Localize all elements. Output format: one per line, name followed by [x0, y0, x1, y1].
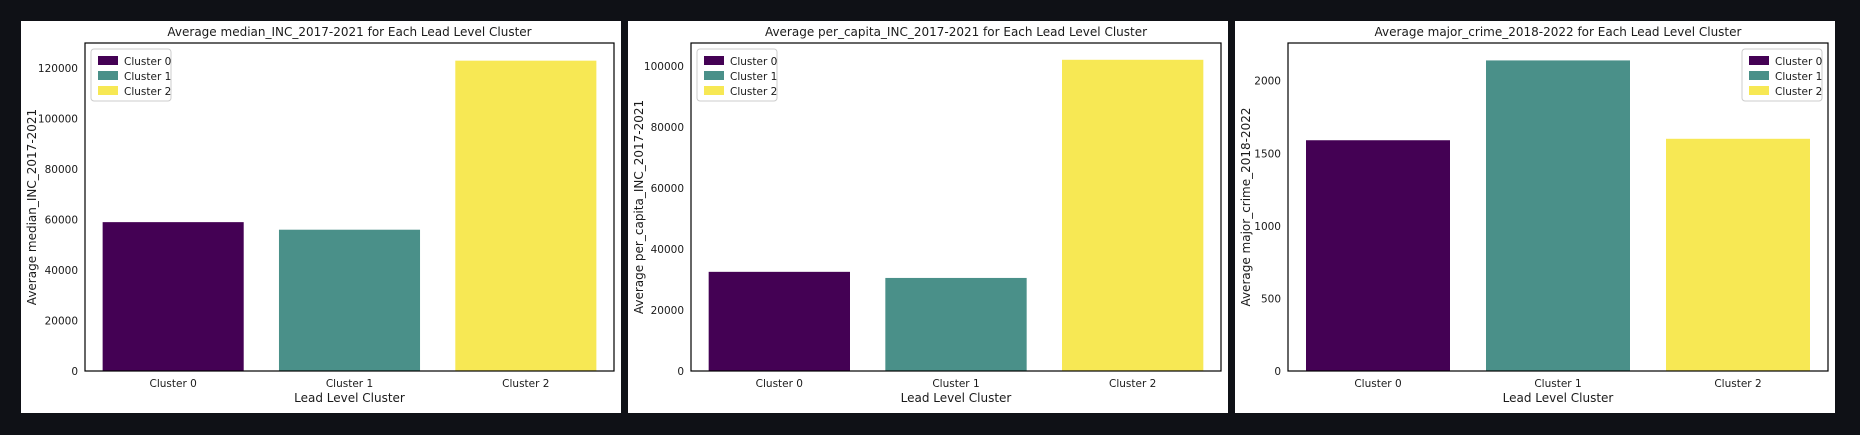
- legend-swatch: [1749, 86, 1769, 95]
- legend: Cluster 0 Cluster 1 Cluster 2: [696, 48, 778, 102]
- bar-cluster-2: [1062, 59, 1204, 371]
- y-axis-label: Average major_crime_2018-2022: [1239, 107, 1253, 306]
- y-tick-label: 40000: [651, 244, 684, 256]
- bar-cluster-0: [1306, 140, 1450, 371]
- x-tick-label: Cluster 1: [1534, 378, 1581, 390]
- legend: Cluster 0 Cluster 1 Cluster 2: [90, 48, 172, 102]
- x-axis-label: Lead Level Cluster: [294, 391, 405, 405]
- y-tick-label: 0: [71, 366, 78, 378]
- legend-entry: Cluster 0: [124, 56, 171, 68]
- bar-cluster-1: [278, 229, 421, 371]
- x-tick-label: Cluster 0: [150, 378, 197, 390]
- legend-entry: Cluster 2: [730, 86, 777, 98]
- x-tick-label: Cluster 0: [1354, 378, 1401, 390]
- legend-swatch: [98, 86, 118, 95]
- axes-frame: [690, 42, 1222, 372]
- x-tick-label: Cluster 2: [1714, 378, 1761, 390]
- x-axis-label: Lead Level Cluster: [901, 391, 1012, 405]
- y-axis-label: Average median_INC_2017-2021: [25, 109, 39, 305]
- y-tick-label: 20000: [45, 316, 78, 328]
- chart-title: Average median_INC_2017-2021 for Each Le…: [167, 25, 531, 39]
- chart-panel-0: Average median_INC_2017-2021 for Each Le…: [21, 21, 621, 413]
- legend-swatch: [98, 56, 118, 65]
- legend-swatch: [704, 86, 724, 95]
- legend-entry: Cluster 1: [730, 71, 777, 83]
- y-tick-label: 0: [677, 366, 684, 378]
- chart-panel-2: Average major_crime_2018-2022 for Each L…: [1235, 21, 1835, 413]
- bar-cluster-1: [1486, 60, 1630, 372]
- legend-entry: Cluster 1: [124, 71, 171, 83]
- y-tick-label: 2000: [1254, 76, 1281, 88]
- y-tick-label: 100000: [644, 61, 684, 73]
- y-tick-label: 0: [1274, 366, 1281, 378]
- y-tick-label: 40000: [45, 265, 78, 277]
- legend-swatch: [704, 56, 724, 65]
- y-tick-label: 60000: [651, 183, 684, 195]
- legend-entry: Cluster 0: [730, 56, 777, 68]
- x-tick-label: Cluster 2: [502, 378, 549, 390]
- y-tick-label: 120000: [38, 63, 78, 75]
- bar-cluster-2: [455, 60, 597, 372]
- bar-cluster-1: [885, 277, 1027, 371]
- legend-entry: Cluster 2: [124, 86, 171, 98]
- y-tick-label: 1500: [1254, 148, 1281, 160]
- chart-panel-1: Average per_capita_INC_2017-2021 for Eac…: [628, 21, 1228, 413]
- legend-entry: Cluster 1: [1775, 71, 1822, 83]
- legend-swatch: [1749, 56, 1769, 65]
- x-axis-label: Lead Level Cluster: [1503, 391, 1614, 405]
- legend-swatch: [704, 71, 724, 80]
- legend: Cluster 0 Cluster 1 Cluster 2: [1741, 48, 1823, 102]
- y-tick-label: 60000: [45, 215, 78, 227]
- y-axis-label: Average per_capita_INC_2017-2021: [632, 100, 646, 314]
- x-tick-label: Cluster 1: [932, 378, 979, 390]
- legend-entry: Cluster 0: [1775, 56, 1822, 68]
- y-tick-label: 1000: [1254, 221, 1281, 233]
- y-tick-label: 80000: [651, 122, 684, 134]
- legend-swatch: [1749, 71, 1769, 80]
- axes-frame: [1287, 42, 1829, 372]
- legend-swatch: [98, 71, 118, 80]
- x-tick-label: Cluster 0: [756, 378, 803, 390]
- chart-title: Average per_capita_INC_2017-2021 for Eac…: [765, 25, 1147, 39]
- y-tick-label: 500: [1261, 293, 1281, 305]
- legend-entry: Cluster 2: [1775, 86, 1822, 98]
- x-tick-label: Cluster 2: [1109, 378, 1156, 390]
- bar-cluster-0: [708, 271, 850, 371]
- y-tick-label: 20000: [651, 305, 684, 317]
- axes-frame: [84, 42, 615, 372]
- x-tick-label: Cluster 1: [326, 378, 373, 390]
- y-tick-label: 80000: [45, 164, 78, 176]
- chart-title: Average major_crime_2018-2022 for Each L…: [1375, 25, 1742, 39]
- bar-cluster-2: [1666, 138, 1810, 371]
- bar-cluster-0: [102, 222, 244, 371]
- y-tick-label: 100000: [38, 114, 78, 126]
